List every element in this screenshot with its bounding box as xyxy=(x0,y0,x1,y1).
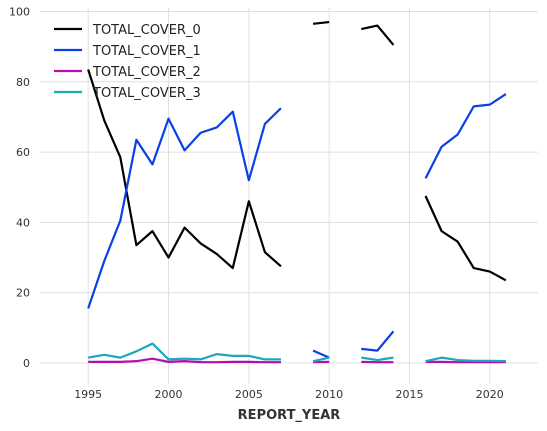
series-line-total-cover-2 xyxy=(88,357,506,364)
y-tick-label: 80 xyxy=(16,76,30,89)
x-tick-label: 1995 xyxy=(74,388,102,401)
legend-label-total-cover-2: TOTAL_COVER_2 xyxy=(92,65,201,80)
legend-label-total-cover-1: TOTAL_COVER_1 xyxy=(92,44,201,59)
x-tick-label: 2015 xyxy=(395,388,423,401)
legend: TOTAL_COVER_0 TOTAL_COVER_1 TOTAL_COVER_2 T… xyxy=(54,23,201,101)
y-tick-label: 100 xyxy=(9,6,30,19)
series-line-total-cover-3 xyxy=(88,342,506,363)
series-group xyxy=(87,20,507,364)
legend-label-total-cover-3: TOTAL_COVER_3 xyxy=(92,86,201,101)
legend-label-total-cover-0: TOTAL_COVER_0 xyxy=(92,23,201,38)
series-line-total-cover-1 xyxy=(87,93,507,359)
x-tick-label: 2005 xyxy=(235,388,263,401)
x-tick-label: 2010 xyxy=(315,388,343,401)
y-tick-label: 40 xyxy=(16,216,30,229)
y-tick-label: 0 xyxy=(23,357,30,370)
x-axis-ticks: 1995 2000 2005 2010 2015 2020 xyxy=(74,388,504,401)
y-axis-ticks: 0 20 40 60 80 100 xyxy=(9,6,30,370)
grid xyxy=(40,8,538,384)
y-tick-label: 20 xyxy=(16,287,30,300)
series-line-total-cover-0 xyxy=(87,20,507,282)
x-tick-label: 2000 xyxy=(155,388,183,401)
x-axis-label: REPORT_YEAR xyxy=(238,408,341,423)
y-tick-label: 60 xyxy=(16,146,30,159)
x-tick-label: 2020 xyxy=(476,388,504,401)
